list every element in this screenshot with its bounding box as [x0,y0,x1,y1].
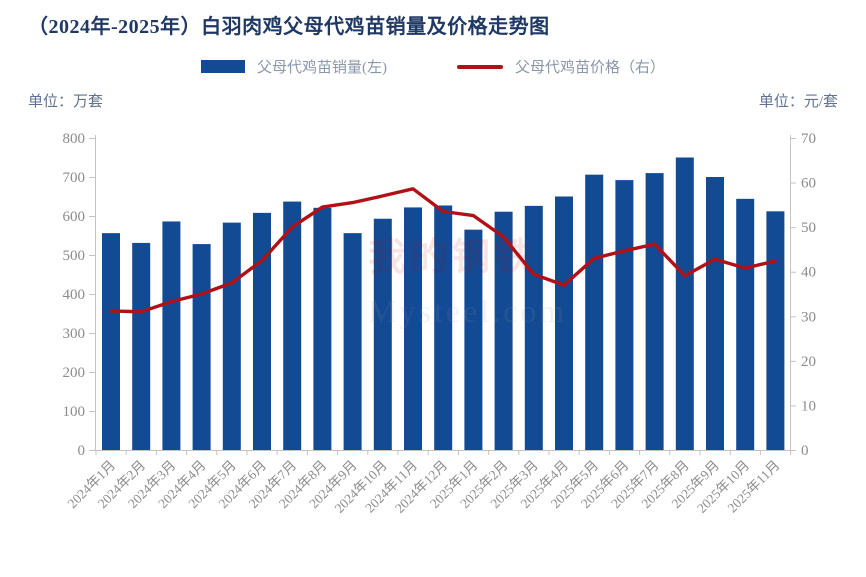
left-axis-unit-label: 单位：万套 [28,94,104,110]
bar-2024年9月 [343,233,362,450]
bar-2024年12月 [434,205,453,450]
bar-2025年1月 [464,229,483,450]
left-axis-tick-label: 0 [78,443,86,459]
price-legend-label: 父母代鸡苗价格（右） [514,60,665,76]
bar-2024年5月 [222,222,241,450]
bar-2025年11月 [766,211,785,450]
right-axis-tick-label: 40 [801,265,816,281]
right-axis-tick-label: 0 [801,443,809,459]
right-axis-tick-label: 10 [801,398,816,414]
bar-2024年6月 [253,212,271,450]
bar-2025年7月 [645,173,664,450]
right-axis-tick-label: 60 [801,176,816,192]
bar-2025年10月 [736,198,755,450]
bar-2024年1月 [102,233,120,450]
bar-2024年7月 [283,201,302,450]
left-axis-tick-label: 100 [63,404,86,420]
bar-2025年4月 [555,196,573,450]
bar-2025年5月 [585,174,604,450]
bar-2024年3月 [162,221,181,450]
bar-2024年2月 [132,242,151,450]
legend: 父母代鸡苗销量(左) 父母代鸡苗价格（右） [0,56,866,77]
bar-2025年3月 [524,205,543,450]
bar-2025年9月 [706,177,724,450]
legend-item-price: 父母代鸡苗价格（右） [456,56,665,77]
right-axis-tick-label: 50 [801,220,816,236]
left-axis-tick-label: 200 [63,365,86,381]
left-axis-tick-label: 800 [63,131,86,147]
right-axis-tick-label: 70 [801,131,816,147]
right-axis-unit-label: 单位：元/套 [758,94,838,110]
sales-legend-label: 父母代鸡苗销量(左) [256,60,387,76]
left-axis-tick-label: 700 [63,170,86,186]
price-line [109,187,778,314]
left-axis-tick-label: 300 [63,326,86,342]
bar-2025年6月 [615,180,634,450]
chart-title: （2024年-2025年）白羽肉鸡父母代鸡苗销量及价格走势图 [28,16,550,38]
left-axis-tick-label: 600 [63,209,86,225]
sales-bar-swatch-icon [200,60,245,73]
left-axis-tick-label: 400 [63,287,86,303]
bar-2024年11月 [404,207,422,450]
right-axis-tick-label: 30 [801,309,816,325]
bar-2024年4月 [192,244,211,450]
legend-item-sales: 父母代鸡苗销量(左) [200,56,387,77]
price-line-swatch-icon [456,64,503,69]
bar-2024年8月 [313,207,332,450]
right-axis-tick-label: 20 [801,354,816,370]
bar-2025年8月 [675,157,694,450]
left-axis-tick-label: 500 [63,248,86,264]
bar-2025年2月 [494,211,513,450]
bar-2024年10月 [373,218,392,450]
